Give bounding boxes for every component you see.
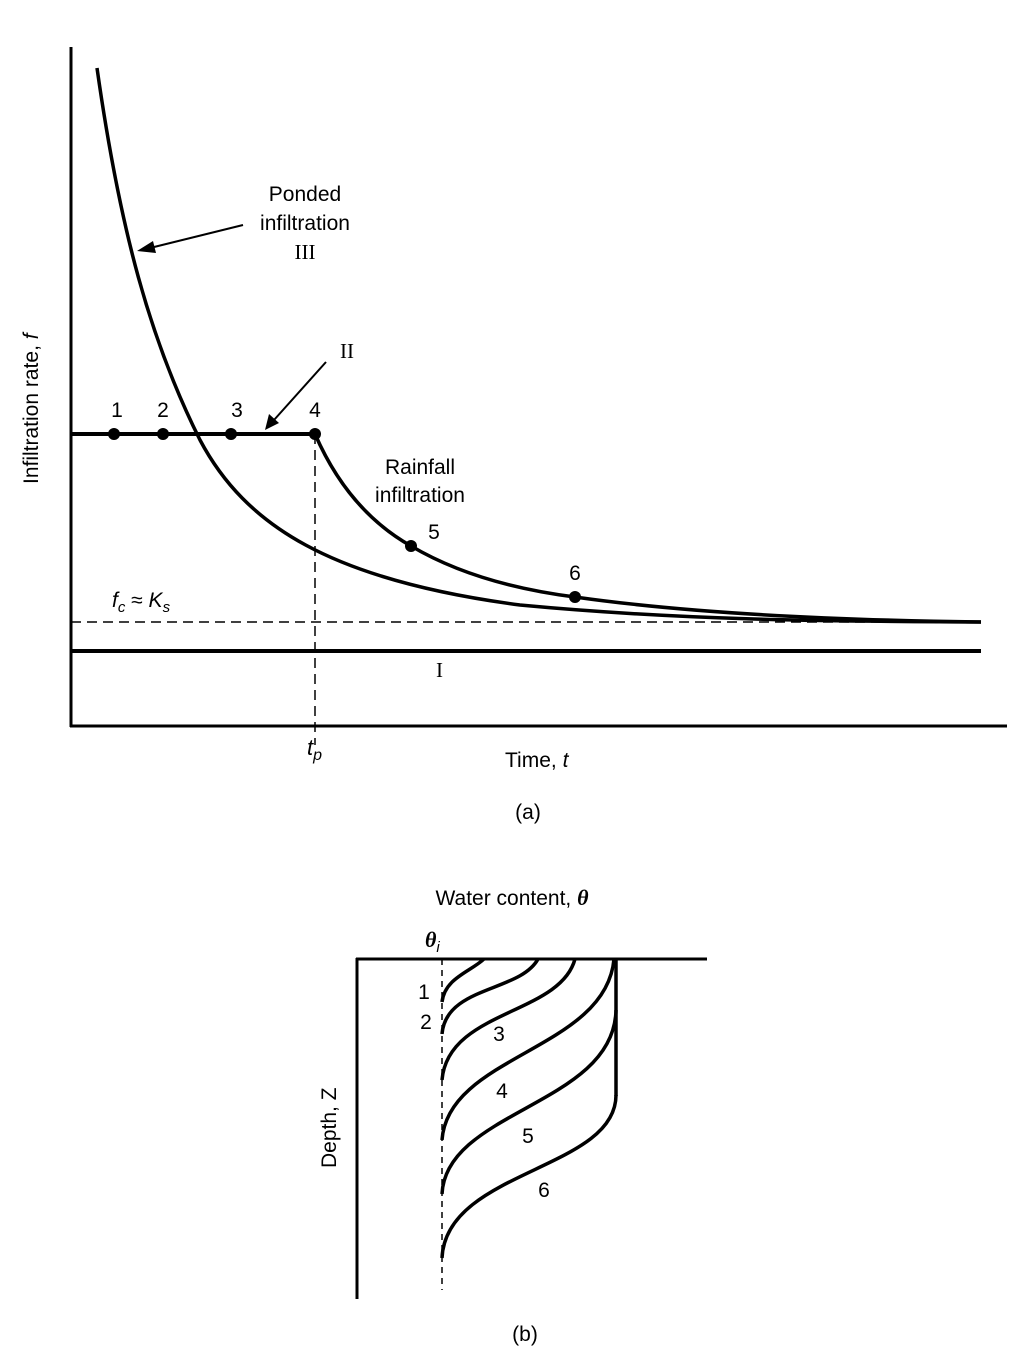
- profile-5: [440, 1009, 618, 1195]
- panel-b: Water content, θ θi Depth, Z 1 2 3 4 5 6…: [318, 885, 707, 1346]
- point-6: [569, 591, 581, 603]
- ponded-arrowhead-icon: [137, 241, 156, 253]
- point-2-label: 2: [157, 399, 169, 422]
- fc-ks-label: fc ≈ Ks: [112, 589, 171, 616]
- profile-4-label: 4: [496, 1080, 508, 1103]
- rainfall-label-line2: infiltration: [375, 484, 465, 507]
- label-I: I: [436, 658, 443, 682]
- panel-b-y-axis-label: Depth, Z: [318, 1087, 341, 1168]
- profile-6: [440, 1094, 618, 1259]
- ponded-label-line2: infiltration: [260, 212, 350, 235]
- theta-i-label: θi: [425, 927, 440, 956]
- label-II: II: [340, 339, 354, 363]
- caption-b: (b): [512, 1323, 538, 1346]
- ponded-label-roman: III: [295, 240, 316, 264]
- caption-a: (a): [515, 801, 541, 824]
- rainfall-infiltration-curve: [313, 433, 982, 624]
- profile-2: [440, 958, 540, 1035]
- point-3-label: 3: [231, 399, 243, 422]
- profile-4: [440, 958, 616, 1141]
- panel-a-y-axis-label: Infiltration rate, f: [20, 331, 43, 484]
- ponded-infiltration-curve: [95, 67, 982, 624]
- point-1: [108, 428, 120, 440]
- profile-3: [440, 958, 577, 1081]
- profile-1: [440, 957, 486, 1003]
- profile-5-label: 5: [522, 1125, 534, 1148]
- profile-1-label: 1: [418, 981, 430, 1004]
- profile-6-label: 6: [538, 1179, 550, 1202]
- tp-label: tp: [307, 735, 322, 764]
- point-5-label: 5: [428, 521, 440, 544]
- profile-3-label: 3: [493, 1023, 505, 1046]
- panel-a: Infiltration rate, f Time, t tp fc ≈ Ks …: [20, 47, 1007, 824]
- panel-b-title: Water content, θ: [435, 885, 589, 910]
- point-2: [157, 428, 169, 440]
- profile-2-label: 2: [420, 1011, 432, 1034]
- rainfall-label-line1: Rainfall: [385, 456, 455, 479]
- ponded-label-line1: Ponded: [269, 183, 341, 206]
- point-5: [405, 540, 417, 552]
- II-arrow: [273, 361, 327, 421]
- II-arrowhead-icon: [265, 414, 279, 430]
- point-6-label: 6: [569, 562, 581, 585]
- point-4: [309, 428, 321, 440]
- point-1-label: 1: [111, 399, 123, 422]
- point-4-label: 4: [309, 399, 321, 422]
- ponded-arrow: [149, 224, 244, 249]
- panel-a-x-axis-label: Time, t: [505, 749, 570, 772]
- point-3: [225, 428, 237, 440]
